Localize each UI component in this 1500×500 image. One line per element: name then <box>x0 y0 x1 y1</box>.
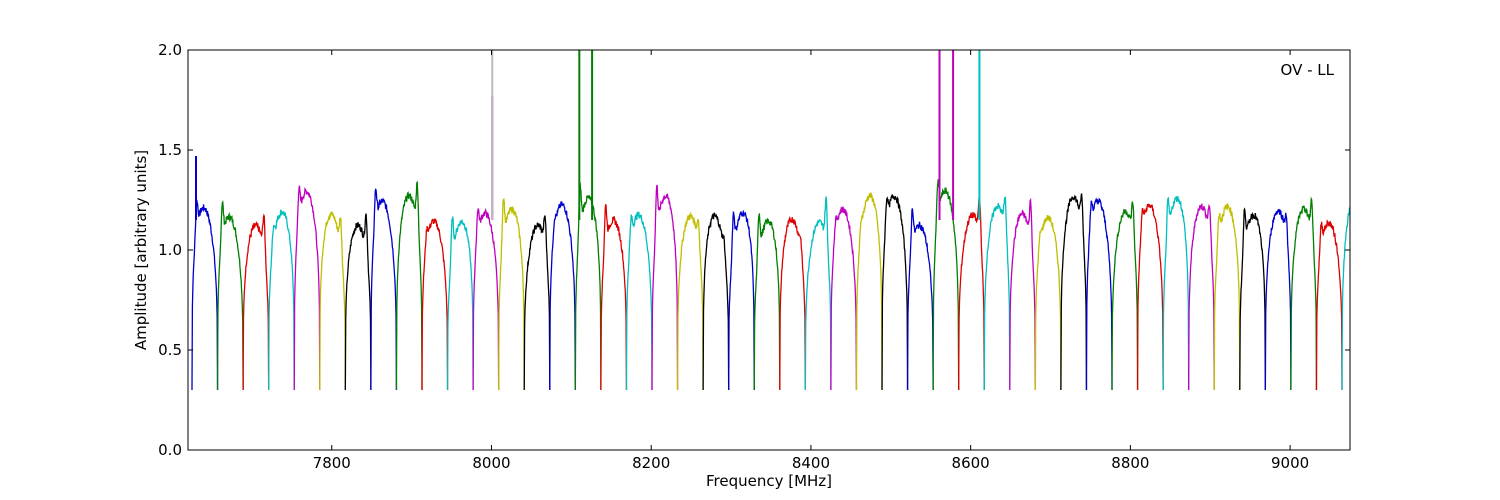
channel-curve <box>1213 203 1241 391</box>
channel-curve <box>804 196 832 391</box>
y-tick-label: 0.5 <box>158 341 182 359</box>
channel-curve <box>753 212 781 391</box>
channel-curve <box>242 213 270 391</box>
channel-curve <box>983 196 1011 391</box>
channel-curve <box>421 218 449 391</box>
chart-annotation: OV - LL <box>1281 61 1335 79</box>
channel-curve <box>1034 214 1062 391</box>
channel-curve <box>1341 205 1350 391</box>
channel-curve <box>370 188 398 391</box>
channel-curve <box>472 207 500 391</box>
channel-curve <box>1264 208 1292 391</box>
channel-curve <box>600 204 628 391</box>
plot-frame <box>187 49 1351 451</box>
channel-curve <box>344 213 372 391</box>
x-axis-label: Frequency [MHz] <box>706 472 832 490</box>
channel-curve <box>523 215 551 391</box>
series-layer <box>191 50 1350 391</box>
channel-curve <box>395 180 423 391</box>
channel-curve <box>625 211 653 391</box>
channel-curve <box>1315 219 1343 391</box>
y-tick-label: 1.5 <box>158 141 182 159</box>
x-tick-label: 8600 <box>952 454 990 472</box>
channel-curve <box>293 185 321 391</box>
channel-curve <box>779 216 806 391</box>
channel-curve <box>549 201 576 391</box>
x-tick-label: 7800 <box>313 454 351 472</box>
channel-curve <box>1111 201 1139 391</box>
x-tick-label: 8800 <box>1111 454 1149 472</box>
channel-curve <box>498 197 525 391</box>
channel-curve <box>1162 196 1190 391</box>
channel-curve <box>855 192 883 391</box>
tick-layer: 7800 8000 8200 8400 8600 8800 9000 0.0 0.5 1.0 1.5… <box>158 41 1350 472</box>
channel-curve <box>728 210 755 391</box>
channel-curve <box>1188 203 1215 391</box>
channel-curve <box>906 208 934 391</box>
x-tick-label: 8200 <box>632 454 670 472</box>
channel-curve <box>1060 193 1088 391</box>
x-tick-label: 8000 <box>472 454 510 472</box>
channel-curve <box>1136 203 1164 391</box>
y-tick-label: 2.0 <box>158 41 182 59</box>
y-axis-label: Amplitude [arbitrary units] <box>132 150 150 350</box>
channel-curve <box>881 194 909 391</box>
x-tick-label: 9000 <box>1271 454 1309 472</box>
channel-curve <box>268 209 295 391</box>
channel-curve <box>932 179 960 391</box>
channel-curve <box>1009 197 1036 391</box>
x-tick-label: 8400 <box>792 454 830 472</box>
channel-curve <box>676 211 704 391</box>
y-tick-label: 0.0 <box>158 441 182 459</box>
channel-curve <box>1239 207 1266 391</box>
channel-curve <box>702 212 730 391</box>
channel-curve <box>1085 197 1113 391</box>
channel-curve <box>651 184 679 391</box>
y-tick-label: 1.0 <box>158 241 182 259</box>
channel-curve <box>830 206 858 391</box>
channel-curve <box>216 200 244 391</box>
channel-curve <box>1290 196 1318 391</box>
channel-curve <box>319 211 346 391</box>
channel-curve <box>446 216 474 391</box>
